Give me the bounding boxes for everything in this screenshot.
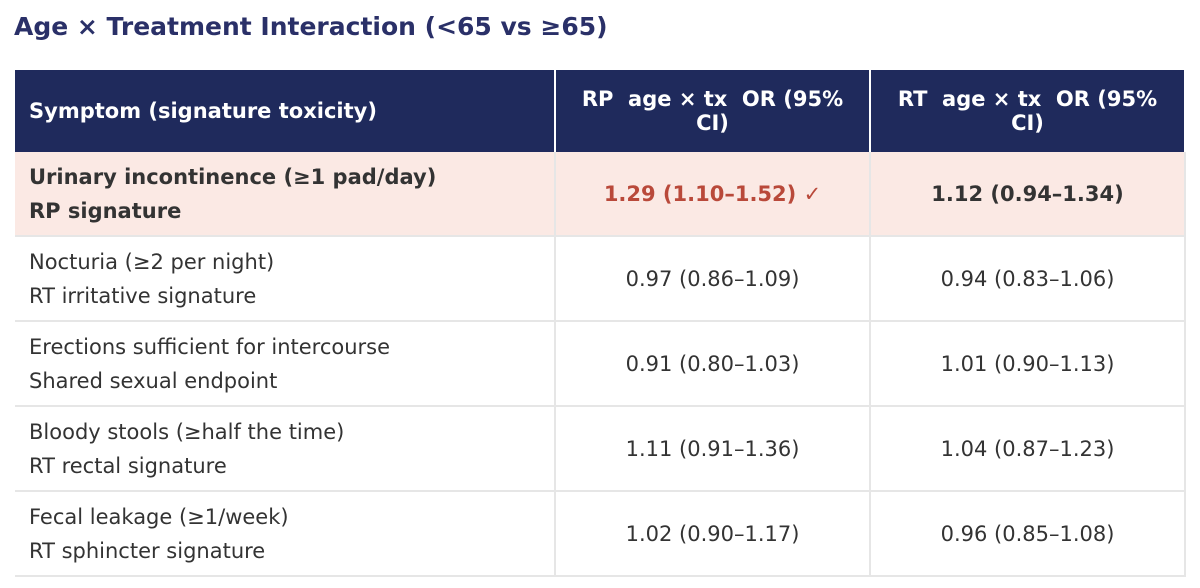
signature: RT rectal signature	[29, 453, 227, 478]
rp-value: 0.91 (0.80–1.03)	[555, 321, 871, 407]
rp-value: 0.97 (0.86–1.09)	[555, 236, 871, 322]
symptom-cell: Bloody stools (≥half the time) RT rectal …	[15, 406, 556, 492]
table-header: Symptom (signature toxicity) RP age × tx …	[15, 70, 1186, 152]
rt-value: 1.04 (0.87–1.23)	[870, 406, 1186, 492]
table: Symptom (signature toxicity) RP age × tx …	[15, 70, 1186, 577]
signature: Shared sexual endpoint	[29, 368, 278, 393]
title: Age × Treatment Interaction (<65 vs ≥65)	[14, 12, 608, 41]
table-row: Nocturia (≥2 per night) RT irritative sig…	[15, 236, 1186, 322]
table-body: Urinary incontinence (≥1 pad/day) RP sign…	[15, 152, 1186, 577]
rt-value: 0.96 (0.85–1.08)	[870, 491, 1186, 577]
symptom-cell: Fecal leakage (≥1/week) RT sphincter sign…	[15, 491, 556, 577]
signature: RT sphincter signature	[29, 538, 266, 563]
signature: RP signature	[29, 198, 182, 223]
rp-value: 1.29 (1.10–1.52) ✓	[555, 152, 871, 237]
symptom: Erections sufficient for intercourse	[29, 334, 391, 359]
rp-value: 1.02 (0.90–1.17)	[555, 491, 871, 577]
table-row: Urinary incontinence (≥1 pad/day) RP sign…	[15, 152, 1186, 237]
header-row: Symptom (signature toxicity) RP age × tx …	[15, 70, 1186, 152]
table-row: Fecal leakage (≥1/week) RT sphincter sign…	[15, 491, 1186, 577]
rt-value: 0.94 (0.83–1.06)	[870, 236, 1186, 322]
symptom-cell: Urinary incontinence (≥1 pad/day) RP sign…	[15, 152, 556, 237]
symptom-cell: Erections sufficient for intercourse Shar…	[15, 321, 556, 407]
symptom: Fecal leakage (≥1/week)	[29, 504, 289, 529]
table-row: Bloody stools (≥half the time) RT rectal …	[15, 406, 1186, 492]
symptom-cell: Nocturia (≥2 per night) RT irritative sig…	[15, 236, 556, 322]
header-cell: RT age × tx OR (95% CI)	[870, 70, 1186, 152]
header-cell: RP age × tx OR (95% CI)	[555, 70, 871, 152]
signature: RT irritative signature	[29, 283, 257, 308]
symptom: Nocturia (≥2 per night)	[29, 249, 275, 274]
rt-value: 1.12 (0.94–1.34)	[870, 152, 1186, 237]
symptom: Urinary incontinence (≥1 pad/day)	[29, 164, 437, 189]
symptom: Bloody stools (≥half the time)	[29, 419, 345, 444]
table-row: Erections sufficient for intercourse Shar…	[15, 321, 1186, 407]
rp-value: 1.11 (0.91–1.36)	[555, 406, 871, 492]
rt-value: 1.01 (0.90–1.13)	[870, 321, 1186, 407]
header-cell: Symptom (signature toxicity)	[15, 70, 556, 152]
